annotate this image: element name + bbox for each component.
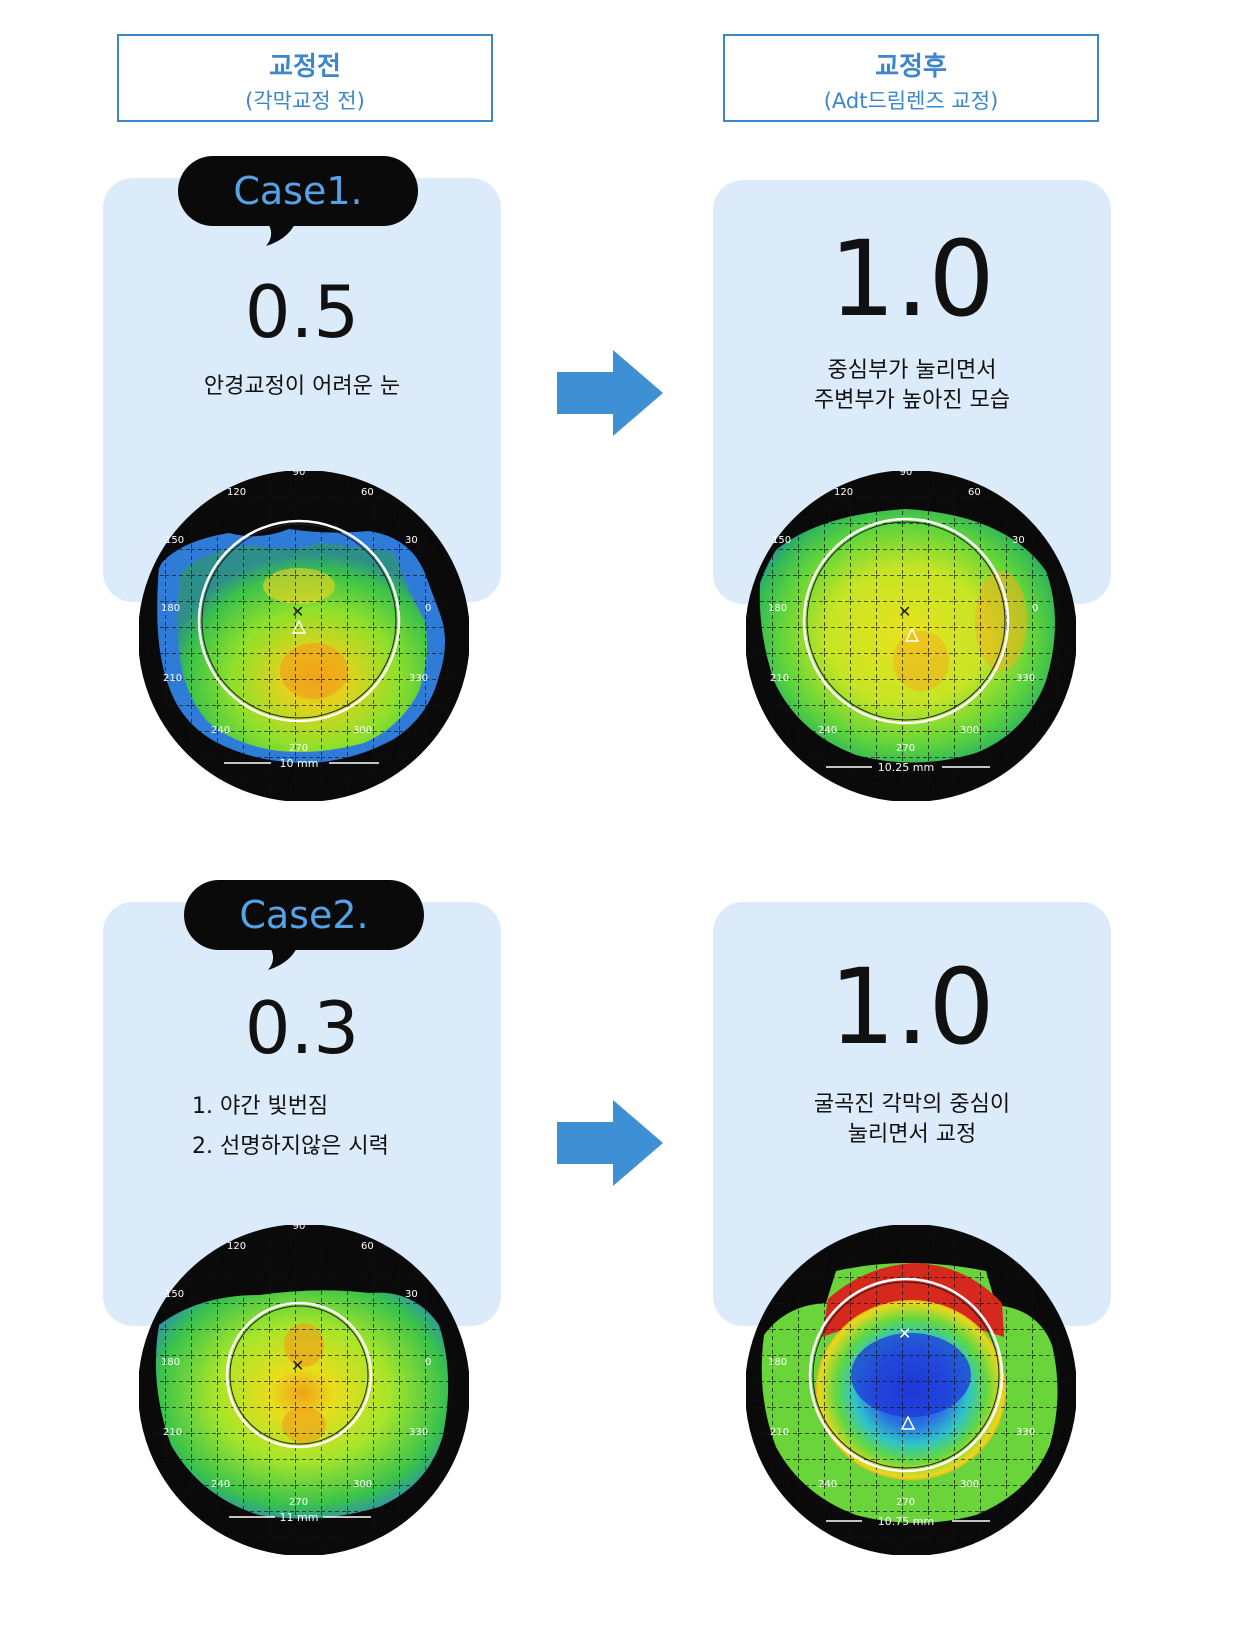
map-tick: 120 (834, 487, 853, 498)
map-tick: 300 (960, 725, 979, 736)
map-tick: 30 (405, 1289, 418, 1300)
center-mark-icon: ✕ (898, 602, 911, 621)
center-mark-icon: ✕ (898, 1324, 911, 1343)
map-tick: 150 (772, 535, 791, 546)
map-tick: 60 (361, 1241, 374, 1252)
map-tick: 300 (960, 1479, 979, 1490)
map-tick: 240 (818, 725, 837, 736)
case1-arrow-icon (557, 350, 663, 436)
map-tick: 90 (900, 471, 913, 478)
case2-after-desc-line: 굴곡진 각막의 중심이 (813, 1092, 1011, 1117)
map-tick: 240 (211, 725, 230, 736)
header-after-title: 교정후 (875, 52, 947, 82)
case2-after-value: 1.0 (829, 946, 995, 1068)
map-tick: 270 (289, 1497, 308, 1508)
map-tick: 0 (425, 603, 431, 614)
header-before-title: 교정전 (269, 52, 341, 82)
header-after: 교정후 (Adt드림렌즈 교정) (723, 34, 1099, 122)
header-before-subtitle: (각막교정 전) (245, 89, 365, 113)
map-scale-label: 11 mm (280, 1511, 319, 1524)
header-before: 교정전 (각막교정 전) (117, 34, 493, 122)
map-tick: 180 (768, 1357, 787, 1368)
map-tick: 90 (293, 471, 306, 478)
map-tick: 270 (289, 743, 308, 754)
case2-before-desc-line: 2. 선명하지않은 시력 (192, 1134, 389, 1159)
case1-after-desc-line: 중심부가 눌리면서 (827, 358, 997, 383)
case2-before-value: 0.3 (244, 986, 360, 1070)
map-tick: 240 (818, 1479, 837, 1490)
case1-before-desc-line: 안경교정이 어려운 눈 (203, 374, 401, 399)
case2-after-desc: 굴곡진 각막의 중심이 눌리면서 교정 (713, 1090, 1111, 1150)
map-tick: 150 (165, 1289, 184, 1300)
map-tick: 0 (425, 1357, 431, 1368)
map-tick: 210 (770, 673, 789, 684)
map-tick: 180 (768, 603, 787, 614)
map-tick: 300 (353, 725, 372, 736)
map-scale-label: 10.25 mm (878, 761, 934, 774)
map-tick: 240 (211, 1479, 230, 1490)
case1-after-desc: 중심부가 눌리면서 주변부가 높아진 모습 (713, 356, 1111, 416)
topography-map-case2-before: 90 120 60 150 30 180 0 210 330 240 300 2… (139, 1225, 469, 1555)
case1-bubble-tail (252, 216, 298, 246)
map-scale-label: 10.75 mm (878, 1515, 934, 1528)
map-tick: 270 (896, 1497, 915, 1508)
topography-map-case2-after: 180 210 330 240 300 270 10.75 mm ✕ (746, 1225, 1076, 1555)
map-tick: 180 (161, 1357, 180, 1368)
header-after-subtitle: (Adt드림렌즈 교정) (823, 89, 999, 113)
case1-label: Case1. (178, 156, 418, 226)
center-mark-icon: ✕ (291, 602, 304, 621)
apex-marker-icon (291, 619, 307, 634)
map-tick: 210 (770, 1427, 789, 1438)
map-tick: 0 (1032, 603, 1038, 614)
map-tick: 60 (968, 487, 981, 498)
map-tick: 300 (353, 1479, 372, 1490)
map-tick: 330 (409, 1427, 428, 1438)
map-tick: 30 (1012, 535, 1025, 546)
case1-after-value: 1.0 (829, 218, 995, 340)
topography-map-case1-after: 90 120 60 150 30 180 0 210 330 240 300 2… (746, 471, 1076, 801)
case2-after-desc-line: 눌리면서 교정 (847, 1122, 977, 1147)
map-tick: 90 (293, 1225, 306, 1232)
map-tick: 150 (165, 535, 184, 546)
case1-before-desc: 안경교정이 어려운 눈 (103, 372, 501, 402)
map-tick: 120 (227, 487, 246, 498)
map-tick: 30 (405, 535, 418, 546)
case1-after-desc-line: 주변부가 높아진 모습 (813, 388, 1011, 413)
apex-marker-icon (900, 1415, 916, 1430)
case1-before-value: 0.5 (244, 270, 360, 354)
case2-before-desc: 1. 야간 빛번짐 2. 선명하지않은 시력 (192, 1092, 492, 1172)
map-tick: 270 (896, 743, 915, 754)
map-tick: 330 (409, 673, 428, 684)
map-tick: 330 (1016, 1427, 1035, 1438)
map-tick: 180 (161, 603, 180, 614)
topography-map-case1-before: 90 120 60 150 30 180 0 210 330 240 300 2… (139, 471, 469, 801)
apex-marker-icon (904, 627, 920, 642)
map-tick: 330 (1016, 673, 1035, 684)
map-tick: 120 (227, 1241, 246, 1252)
map-tick: 60 (361, 487, 374, 498)
center-mark-icon: ✕ (291, 1356, 304, 1375)
map-scale-label: 10 mm (280, 757, 319, 770)
case2-label: Case2. (184, 880, 424, 950)
case2-bubble-tail (254, 940, 300, 970)
map-tick: 210 (163, 673, 182, 684)
map-tick: 210 (163, 1427, 182, 1438)
case2-arrow-icon (557, 1100, 663, 1186)
case2-before-desc-line: 1. 야간 빛번짐 (192, 1094, 329, 1119)
